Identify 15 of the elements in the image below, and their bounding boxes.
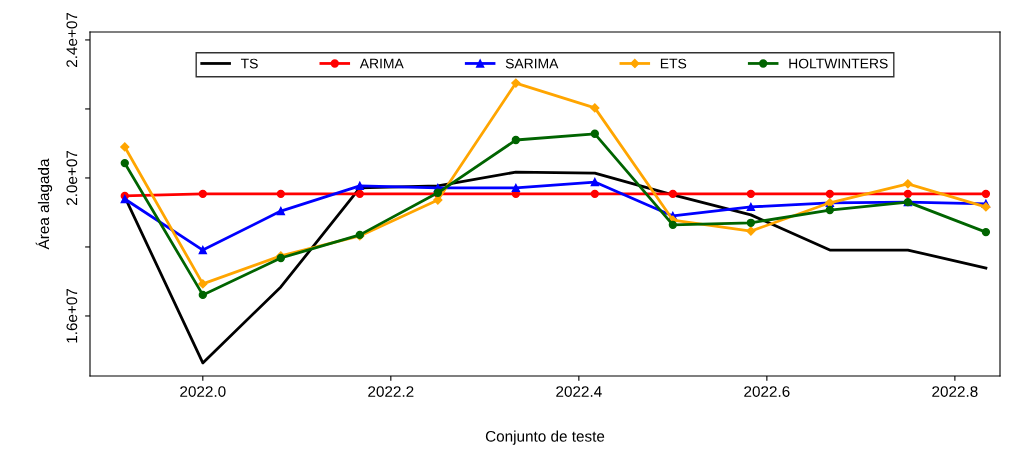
y-tick-label: 2.4e+07 [66, 12, 78, 67]
y-axis-title: Área alagada [35, 158, 53, 250]
legend-label: TS [240, 58, 258, 69]
x-tick-label: 2022.2 [368, 386, 414, 397]
x-tick-label: 2022.6 [744, 386, 790, 397]
legend-label: SARIMA [505, 58, 559, 69]
legend-label: ETS [660, 58, 687, 69]
x-tick-label: 2022.0 [180, 386, 226, 397]
y-tick-label: 2.0e+07 [66, 150, 78, 205]
y-tick-label: 1.6e+07 [66, 288, 78, 343]
legend-label: HOLTWINTERS [789, 58, 888, 69]
x-tick-label: 2022.8 [932, 386, 978, 397]
legend-label: ARIMA [359, 58, 404, 69]
x-tick-label: 2022.4 [556, 386, 602, 397]
x-axis-title: Conjunto de teste [485, 430, 605, 445]
